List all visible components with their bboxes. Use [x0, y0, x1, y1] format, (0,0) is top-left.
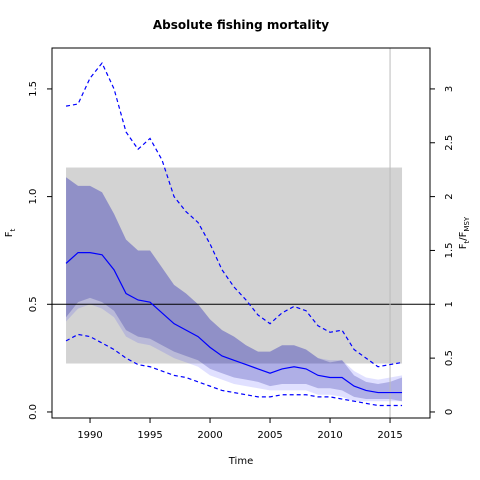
y-tick-label: 1.5: [28, 81, 39, 97]
y-tick-label: 1.0: [28, 189, 39, 205]
y2-label-part: MSY: [463, 216, 471, 231]
y-label-part: t: [9, 228, 17, 231]
confidence-band: [66, 177, 403, 402]
confidence-band: [66, 177, 403, 402]
series-line: [65, 251, 403, 394]
x-tick-label: 2010: [317, 430, 342, 441]
y2-tick-label: 1: [444, 301, 455, 307]
y2-tick-label: 1.5: [444, 242, 455, 258]
x-tick-label: 2015: [377, 430, 402, 441]
plot-frame: [51, 47, 431, 419]
y2-tick-label: 0.5: [444, 350, 455, 366]
x-tick-label: 2000: [197, 430, 222, 441]
y-tick-label: 0.0: [28, 404, 39, 420]
reference-box: [66, 167, 403, 364]
y2-axis-label: Ft/FMSY: [458, 216, 471, 249]
chart-title: Absolute fishing mortality: [153, 18, 329, 32]
x-tick-label: 1990: [77, 430, 102, 441]
y2-tick-label: 0: [444, 409, 455, 415]
x-axis-label: Time: [228, 456, 253, 467]
y2-tick-label: 2.5: [444, 135, 455, 151]
y-axis-label: Ft: [4, 228, 17, 237]
y2-label-part: F: [458, 243, 469, 249]
y2-tick-label: 3: [444, 86, 455, 92]
y-label-part: F: [4, 231, 15, 237]
x-tick-label: 1995: [137, 430, 162, 441]
series-line: [65, 61, 403, 368]
series-line: [65, 333, 403, 407]
y-tick-label: 0.5: [28, 296, 39, 312]
y2-label-part: /F: [458, 231, 469, 240]
y2-label-part: t: [463, 240, 471, 243]
y2-tick-label: 2: [444, 193, 455, 199]
x-tick-label: 2005: [257, 430, 282, 441]
